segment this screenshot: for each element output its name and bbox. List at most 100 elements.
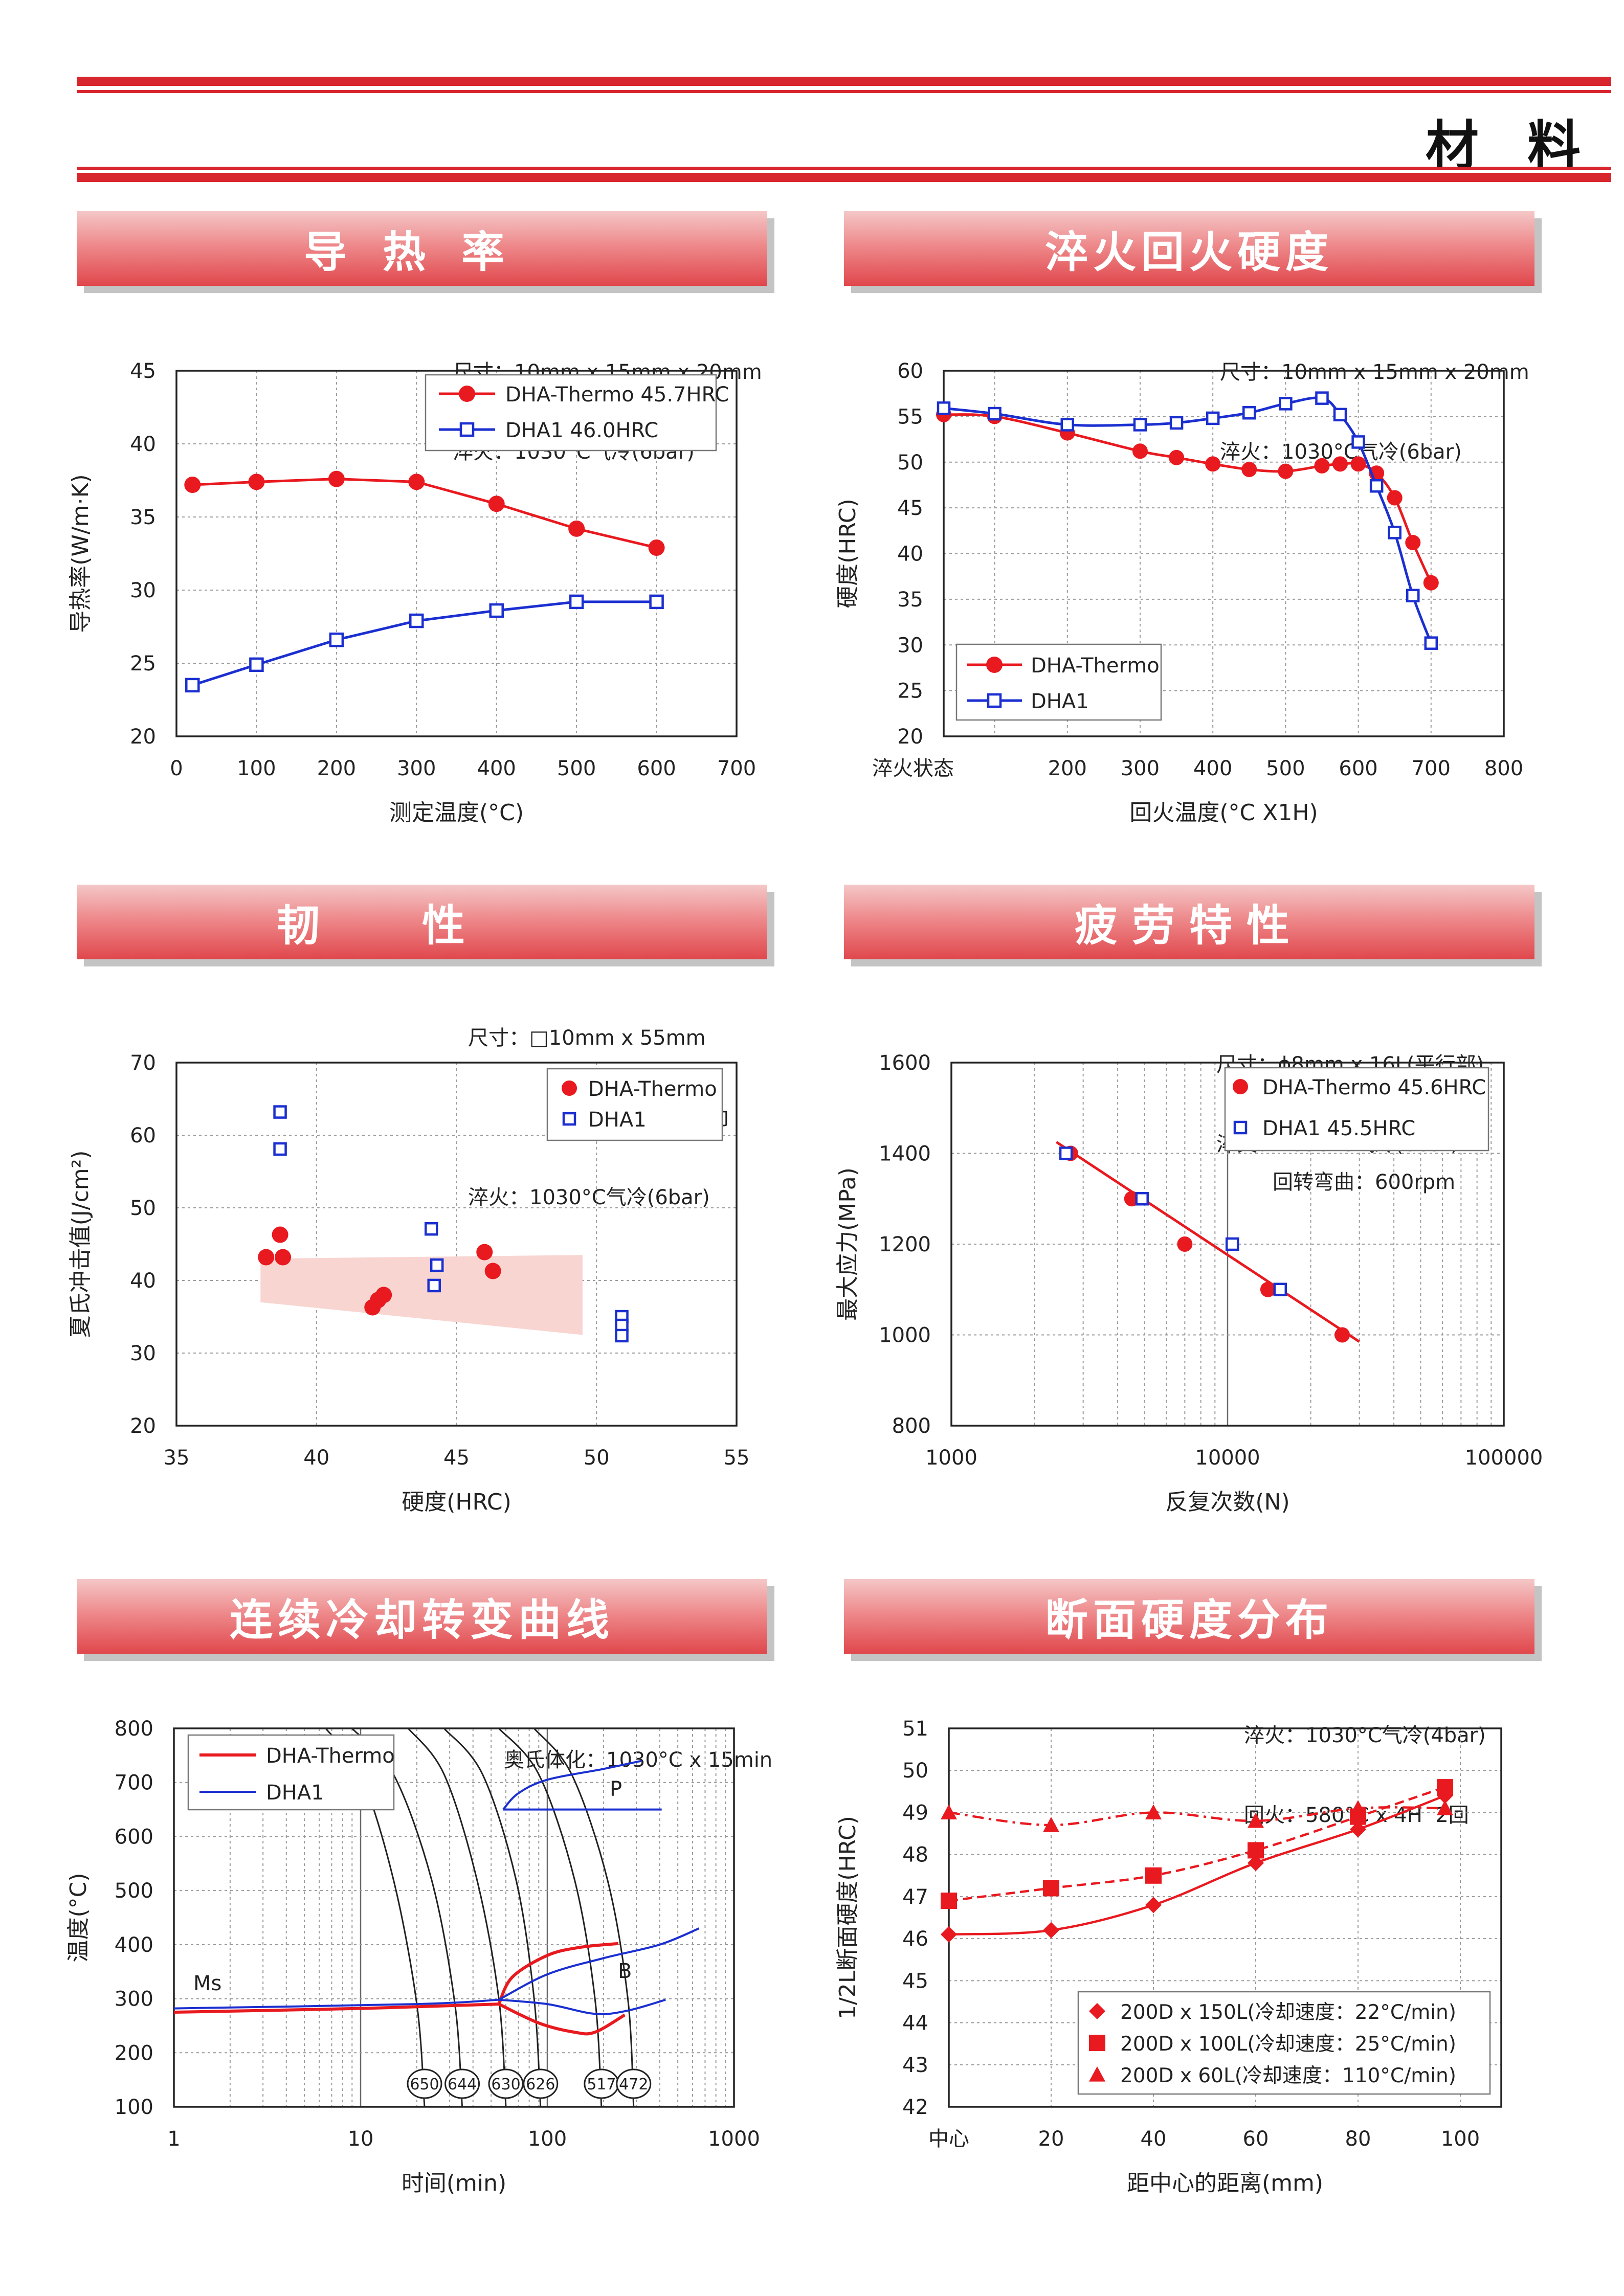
y-tick-label: 500: [115, 1879, 153, 1903]
data-point: [1423, 575, 1439, 591]
y-tick-label: 47: [902, 1885, 928, 1909]
data-point: [615, 1329, 629, 1343]
data-point: [568, 520, 585, 537]
legend-label: DHA1 45.5HRC: [1262, 1117, 1415, 1140]
legend-marker: [459, 386, 475, 402]
data-point: [1260, 1281, 1276, 1297]
x-tick-label: 60: [1243, 2127, 1269, 2151]
data-point: [273, 1105, 287, 1119]
y-axis-label: 温度(°C): [65, 1873, 92, 1962]
y-tick-label: 40: [897, 543, 923, 566]
x-tick-label: 40: [303, 1446, 329, 1470]
data-point: [1333, 408, 1347, 422]
data-point: [1437, 1800, 1453, 1815]
cooling-curve: [533, 1728, 635, 2107]
data-point: [1169, 449, 1185, 465]
x-tick-label: 1: [167, 2127, 180, 2151]
x-tick-label: 700: [1412, 757, 1451, 780]
legend-label: DHA-Thermo 45.7HRC: [505, 383, 729, 407]
y-tick-label: 51: [902, 1717, 928, 1741]
data-point: [1279, 397, 1293, 411]
y-tick-label: 400: [115, 1933, 153, 1957]
data-point: [1350, 1800, 1366, 1815]
chart-toughness: 35 40 45 50 55 20 30 40 50 60 70 硬度(HRC) 夏氏冲击值(J/cm²…: [68, 1051, 749, 1515]
legend-label: 200D x 60L(冷却速度：110°C/min): [1120, 2064, 1456, 2087]
series-line: [948, 1786, 1445, 1902]
data-point: [941, 1804, 957, 1820]
data-point: [185, 678, 200, 693]
data-point: [430, 1258, 444, 1272]
legend-label: DHA1: [266, 1781, 324, 1805]
data-point: [988, 407, 1002, 421]
x-tick-label: 0: [170, 757, 183, 780]
section-banner-section: 断面硬度分布: [844, 1579, 1534, 1654]
chart-section-hardness: 中心 20 40 60 80 100 42 43 44 45 46 47 48 49 50 51 距中心的距离(…: [835, 1717, 1502, 2196]
data-point: [1135, 1192, 1149, 1206]
data-point: [1133, 418, 1147, 432]
data-point: [408, 474, 425, 490]
header-rule-top-thick: [77, 77, 1611, 86]
y-tick-label: 40: [130, 1269, 156, 1293]
data-point: [1169, 416, 1184, 430]
y-tick-label: 50: [897, 451, 923, 475]
data-point: [1334, 1327, 1350, 1343]
legend-marker: [459, 422, 475, 437]
y-axis-label: 夏氏冲击值(J/cm²): [68, 1151, 94, 1338]
spec-line: 尺寸：10mm x 15mm x 20mm: [1220, 361, 1529, 384]
legend-label: DHA1: [588, 1108, 647, 1132]
x-tick-label: 200: [1048, 757, 1087, 780]
data-point: [1424, 636, 1438, 650]
y-tick-label: 1200: [879, 1233, 931, 1256]
annotation-note: 回转弯曲：600rpm: [1273, 1170, 1455, 1194]
series-line: [192, 478, 657, 549]
x-tick-label: 400: [1193, 757, 1232, 780]
data-point: [1332, 456, 1348, 472]
y-tick-label: 45: [902, 1969, 928, 1993]
y-tick-label: 45: [897, 497, 923, 520]
cooling-rate-label: 517: [587, 2076, 616, 2094]
legend-box: [1224, 1067, 1489, 1152]
y-tick-label: 25: [130, 652, 156, 676]
annotation-p: P: [610, 1777, 622, 1801]
chart-hardness: 淬火状态 200 300 400 500 600 700 800 20 25 30 35 40 45 50 5…: [835, 359, 1523, 826]
data-point: [1225, 1237, 1239, 1251]
x-tick-label: 200: [317, 757, 356, 780]
chart-cct: 1 10 100 1000 100 200 300 400 500 600 700 800 时间(min…: [65, 1717, 760, 2196]
y-tick-label: 25: [897, 680, 923, 703]
x-tick-label: 100: [237, 757, 276, 780]
data-point: [1206, 411, 1220, 425]
cooling-rate-marker: [488, 2068, 524, 2099]
data-point: [409, 613, 424, 628]
legend-marker: [1089, 2003, 1105, 2019]
legend-box: [425, 374, 717, 452]
x-tick-label: 中心: [928, 2127, 969, 2151]
spec-line: 奥氏体化：1030°C x 15min: [504, 1748, 773, 1772]
y-tick-label: 20: [897, 725, 923, 749]
x-tick-label: 45: [443, 1446, 470, 1470]
x-tick-label: 600: [637, 757, 676, 780]
y-tick-label: 100: [115, 2096, 153, 2119]
data-point: [273, 1142, 287, 1156]
series-line: [498, 1927, 700, 2001]
cooling-rate-marker: [444, 2068, 480, 2099]
band-region: [260, 1255, 583, 1335]
data-point: [1278, 463, 1294, 479]
chart-thermal: 0 100 200 300 400 500 600 700 20 25 30 35 40 45 测定温度(°…: [68, 359, 756, 826]
spec-line: 尺寸：□10mm x 55mm: [468, 1026, 706, 1050]
legend-label: DHA-Thermo: [266, 1744, 395, 1768]
legend-marker: [1089, 2035, 1105, 2051]
cooling-rate-label: 644: [448, 2076, 477, 2094]
y-tick-label: 30: [130, 1342, 156, 1365]
legend-marker: [987, 693, 1002, 708]
data-point: [272, 1226, 288, 1243]
cooling-rate-label: 472: [619, 2076, 648, 2094]
y-axis-label: 最大应力(MPa): [835, 1167, 861, 1321]
y-tick-label: 35: [130, 506, 156, 529]
data-point: [1145, 1804, 1162, 1820]
data-point: [476, 1244, 493, 1260]
data-point: [1314, 458, 1330, 474]
y-tick-label: 42: [902, 2096, 928, 2119]
y-tick-label: 700: [115, 1771, 153, 1795]
plot-frame: [948, 1727, 1502, 2108]
